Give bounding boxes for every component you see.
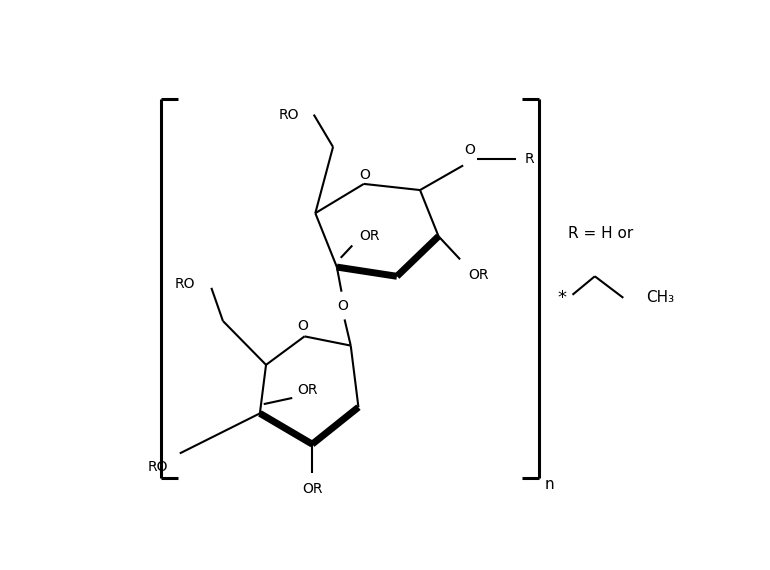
Text: OR: OR	[359, 229, 380, 243]
Text: OR: OR	[302, 482, 323, 496]
Text: O: O	[359, 168, 370, 182]
Text: RO: RO	[279, 108, 300, 121]
Text: R: R	[524, 152, 534, 166]
Text: R = H or: R = H or	[567, 226, 633, 242]
Text: RO: RO	[174, 277, 195, 291]
Text: O: O	[464, 143, 475, 157]
Text: O: O	[297, 319, 309, 332]
Text: OR: OR	[468, 268, 489, 282]
Text: OR: OR	[297, 383, 318, 397]
Text: CH₃: CH₃	[646, 290, 675, 306]
Text: n: n	[544, 477, 554, 492]
Text: *: *	[557, 289, 566, 307]
Text: RO: RO	[148, 460, 169, 474]
Text: O: O	[337, 299, 349, 312]
